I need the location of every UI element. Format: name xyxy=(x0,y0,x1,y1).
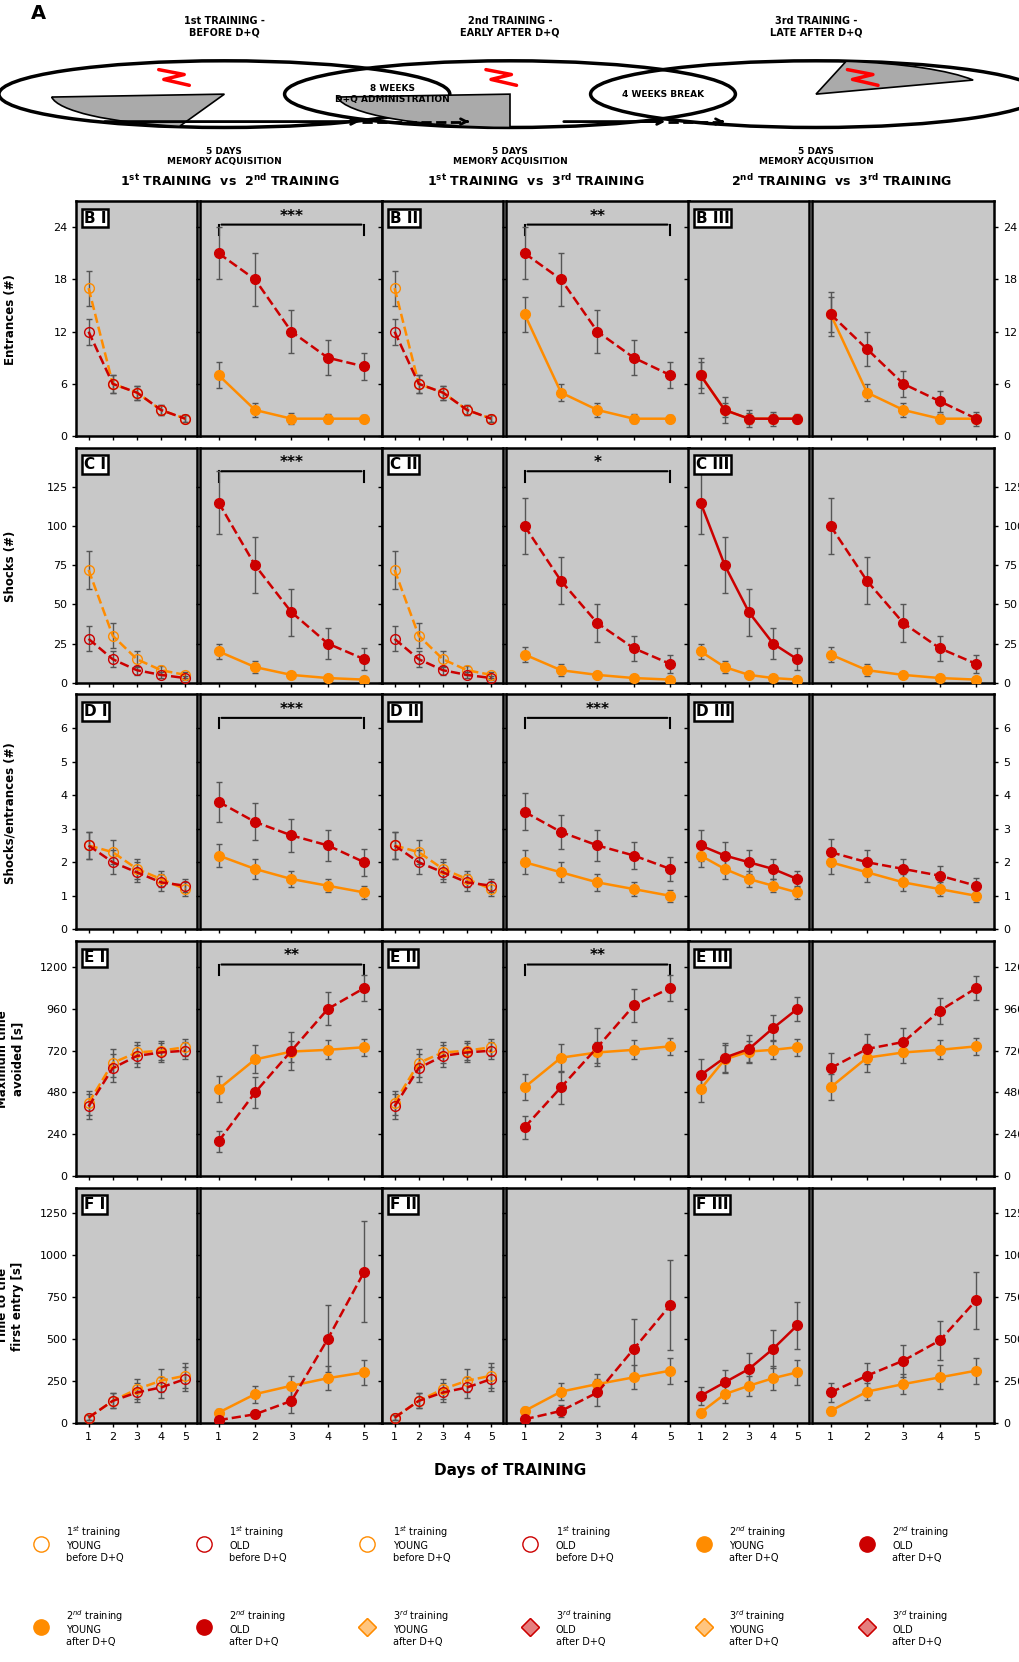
Text: 1$^{st}$ training
YOUNG
before D+Q: 1$^{st}$ training YOUNG before D+Q xyxy=(392,1524,449,1562)
Text: Shocks/entrances (#): Shocks/entrances (#) xyxy=(4,741,16,884)
Text: 2$^{nd}$ training
YOUNG
after D+Q: 2$^{nd}$ training YOUNG after D+Q xyxy=(66,1607,123,1647)
Text: E III: E III xyxy=(695,951,728,966)
Text: ***: *** xyxy=(279,208,304,224)
Text: ***: *** xyxy=(279,701,304,716)
Text: 3$^{rd}$ training
OLD
after D+Q: 3$^{rd}$ training OLD after D+Q xyxy=(892,1607,948,1647)
Text: 1$^{\bf st}$ TRAINING  vs  2$^{\bf nd}$ TRAINING: 1$^{\bf st}$ TRAINING vs 2$^{\bf nd}$ TR… xyxy=(119,173,339,189)
Text: 5 DAYS
MEMORY ACQUISITION: 5 DAYS MEMORY ACQUISITION xyxy=(452,146,567,166)
Text: D III: D III xyxy=(695,703,730,718)
Text: E I: E I xyxy=(84,951,105,966)
Text: **: ** xyxy=(283,949,300,964)
Text: Entrances (#): Entrances (#) xyxy=(4,274,16,366)
Text: A: A xyxy=(31,3,46,23)
Text: 5 DAYS
MEMORY ACQUISITION: 5 DAYS MEMORY ACQUISITION xyxy=(758,146,872,166)
Text: 2$^{\bf nd}$ TRAINING  vs  3$^{\bf rd}$ TRAINING: 2$^{\bf nd}$ TRAINING vs 3$^{\bf rd}$ TR… xyxy=(731,173,951,189)
Text: Time to the
first entry [s]: Time to the first entry [s] xyxy=(0,1261,24,1351)
Text: **: ** xyxy=(589,949,605,964)
Text: **: ** xyxy=(589,208,605,224)
Text: 1$^{st}$ training
OLD
before D+Q: 1$^{st}$ training OLD before D+Q xyxy=(555,1524,612,1562)
Text: C II: C II xyxy=(389,457,417,472)
Text: B III: B III xyxy=(695,211,729,226)
Text: 8 WEEKS
D+Q ADMINISTRATION: 8 WEEKS D+Q ADMINISTRATION xyxy=(335,85,449,103)
Text: 3rd TRAINING -
LATE AFTER D+Q: 3rd TRAINING - LATE AFTER D+Q xyxy=(769,15,861,37)
Text: 1$^{st}$ training
OLD
before D+Q: 1$^{st}$ training OLD before D+Q xyxy=(229,1524,286,1562)
Text: 4 WEEKS BREAK: 4 WEEKS BREAK xyxy=(622,90,703,98)
Text: C III: C III xyxy=(695,457,729,472)
Text: 1$^{\bf st}$ TRAINING  vs  3$^{\bf rd}$ TRAINING: 1$^{\bf st}$ TRAINING vs 3$^{\bf rd}$ TR… xyxy=(426,173,644,189)
Text: 2$^{nd}$ training
OLD
after D+Q: 2$^{nd}$ training OLD after D+Q xyxy=(229,1607,286,1647)
Text: B II: B II xyxy=(389,211,418,226)
Text: 2$^{nd}$ training
OLD
after D+Q: 2$^{nd}$ training OLD after D+Q xyxy=(892,1524,949,1562)
Text: *: * xyxy=(593,455,601,470)
Wedge shape xyxy=(815,61,972,95)
Text: 2$^{nd}$ training
YOUNG
after D+Q: 2$^{nd}$ training YOUNG after D+Q xyxy=(729,1524,786,1562)
Text: F III: F III xyxy=(695,1197,728,1212)
Text: Shocks (#): Shocks (#) xyxy=(4,530,16,602)
Text: F I: F I xyxy=(84,1197,105,1212)
Text: 3$^{rd}$ training
YOUNG
after D+Q: 3$^{rd}$ training YOUNG after D+Q xyxy=(729,1607,785,1647)
Text: ***: *** xyxy=(585,701,609,716)
Text: 3$^{rd}$ training
YOUNG
after D+Q: 3$^{rd}$ training YOUNG after D+Q xyxy=(392,1607,448,1647)
Text: 1st TRAINING -
BEFORE D+Q: 1st TRAINING - BEFORE D+Q xyxy=(183,15,265,37)
Text: Maximum time
avoided [s]: Maximum time avoided [s] xyxy=(0,1010,24,1109)
Text: D I: D I xyxy=(84,703,107,718)
Text: B I: B I xyxy=(84,211,106,226)
Text: C I: C I xyxy=(84,457,106,472)
Text: 5 DAYS
MEMORY ACQUISITION: 5 DAYS MEMORY ACQUISITION xyxy=(167,146,281,166)
Text: 2nd TRAINING -
EARLY AFTER D+Q: 2nd TRAINING - EARLY AFTER D+Q xyxy=(460,15,559,37)
Text: E II: E II xyxy=(389,951,416,966)
Wedge shape xyxy=(337,95,510,128)
Text: F II: F II xyxy=(389,1197,416,1212)
Text: Days of TRAINING: Days of TRAINING xyxy=(433,1463,586,1478)
Text: 1$^{st}$ training
YOUNG
before D+Q: 1$^{st}$ training YOUNG before D+Q xyxy=(66,1524,123,1562)
Text: 3$^{rd}$ training
OLD
after D+Q: 3$^{rd}$ training OLD after D+Q xyxy=(555,1607,611,1647)
Text: D II: D II xyxy=(389,703,419,718)
Text: ***: *** xyxy=(279,455,304,470)
Wedge shape xyxy=(52,95,224,126)
